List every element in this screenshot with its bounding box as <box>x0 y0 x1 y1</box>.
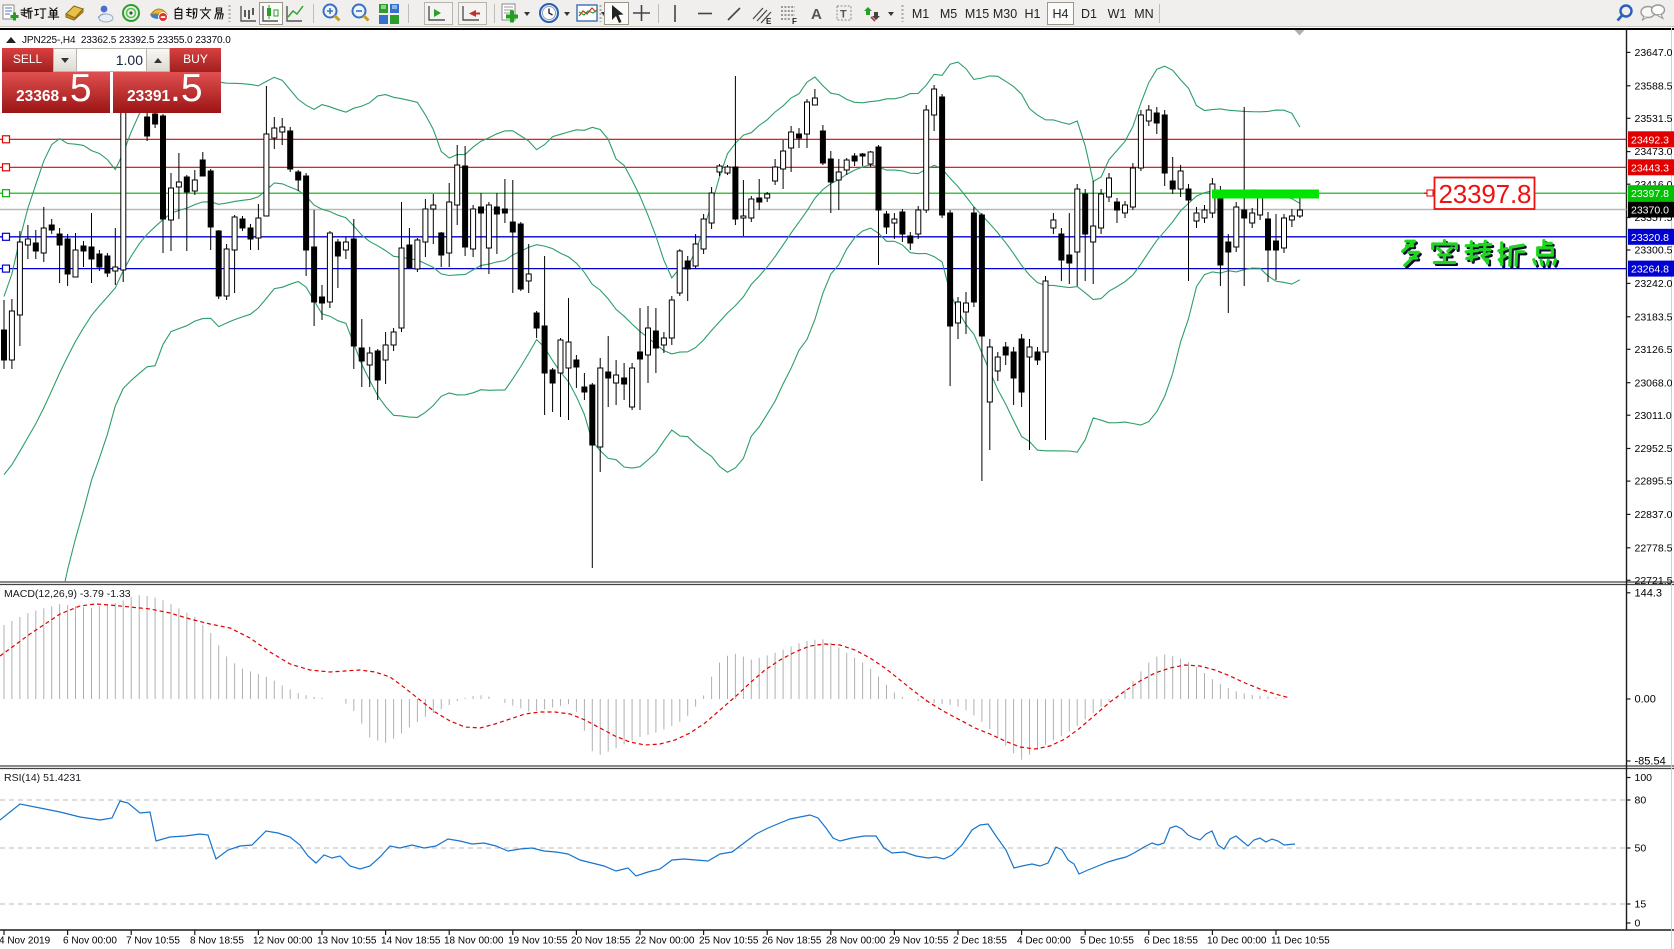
svg-text:5 Dec 10:55: 5 Dec 10:55 <box>1080 936 1134 947</box>
svg-text:4 Dec 00:00: 4 Dec 00:00 <box>1017 936 1071 947</box>
svg-text:29 Nov 10:55: 29 Nov 10:55 <box>889 936 949 947</box>
svg-text:23300.5: 23300.5 <box>1635 245 1673 257</box>
svg-text:6 Dec 18:55: 6 Dec 18:55 <box>1144 936 1198 947</box>
svg-text:23588.5: 23588.5 <box>1635 80 1673 92</box>
svg-text:18 Nov 00:00: 18 Nov 00:00 <box>444 936 504 947</box>
svg-text:23183.5: 23183.5 <box>1635 311 1673 323</box>
svg-text:2 Dec 18:55: 2 Dec 18:55 <box>953 936 1007 947</box>
svg-text:23647.0: 23647.0 <box>1635 47 1673 59</box>
svg-text:11 Dec 10:55: 11 Dec 10:55 <box>1271 936 1330 947</box>
svg-text:H1: H1 <box>1025 7 1041 21</box>
svg-text:13 Nov 10:55: 13 Nov 10:55 <box>317 936 377 947</box>
svg-text:23068.0: 23068.0 <box>1635 377 1673 389</box>
svg-text:T: T <box>840 9 847 21</box>
svg-text:23473.0: 23473.0 <box>1635 146 1673 158</box>
svg-text:0: 0 <box>1635 918 1641 930</box>
svg-text:23242.0: 23242.0 <box>1635 278 1673 290</box>
svg-text:MN: MN <box>1134 7 1153 21</box>
svg-text:23397.8: 23397.8 <box>1631 188 1669 200</box>
svg-text:12 Nov 00:00: 12 Nov 00:00 <box>253 936 313 947</box>
svg-text:20 Nov 18:55: 20 Nov 18:55 <box>571 936 631 947</box>
svg-text:15: 15 <box>1635 899 1647 911</box>
svg-text:100: 100 <box>1635 772 1653 784</box>
svg-text:22895.5: 22895.5 <box>1635 476 1673 488</box>
svg-text:M1: M1 <box>912 7 929 21</box>
svg-text:F: F <box>792 17 797 26</box>
svg-text:22721.5: 22721.5 <box>1635 575 1673 587</box>
svg-text:23492.3: 23492.3 <box>1631 134 1669 146</box>
svg-text:26 Nov 18:55: 26 Nov 18:55 <box>762 936 822 947</box>
svg-text:25 Nov 10:55: 25 Nov 10:55 <box>699 936 759 947</box>
svg-text:19 Nov 10:55: 19 Nov 10:55 <box>508 936 568 947</box>
svg-text:MACD(12,26,9) -3.79 -1.33: MACD(12,26,9) -3.79 -1.33 <box>4 588 131 600</box>
svg-text:50: 50 <box>1635 843 1647 855</box>
svg-text:23370.0: 23370.0 <box>1631 205 1669 217</box>
svg-text:0.00: 0.00 <box>1635 694 1656 706</box>
svg-text:23126.5: 23126.5 <box>1635 344 1673 356</box>
svg-text:D1: D1 <box>1081 7 1097 21</box>
svg-text:14 Nov 18:55: 14 Nov 18:55 <box>381 936 441 947</box>
svg-text:A: A <box>811 6 822 23</box>
svg-text:22837.0: 22837.0 <box>1635 509 1673 521</box>
svg-text:28 Nov 00:00: 28 Nov 00:00 <box>826 936 886 947</box>
svg-text:RSI(14) 51.4231: RSI(14) 51.4231 <box>4 772 81 784</box>
svg-text:23531.5: 23531.5 <box>1635 113 1673 125</box>
svg-text:22 Nov 00:00: 22 Nov 00:00 <box>635 936 695 947</box>
svg-text:8 Nov 18:55: 8 Nov 18:55 <box>190 936 244 947</box>
svg-text:E: E <box>766 17 772 26</box>
svg-text:7 Nov 10:55: 7 Nov 10:55 <box>126 936 180 947</box>
svg-text:W1: W1 <box>1108 7 1127 21</box>
svg-text:23264.8: 23264.8 <box>1631 264 1669 276</box>
svg-text:23443.3: 23443.3 <box>1631 162 1669 174</box>
svg-text:80: 80 <box>1635 795 1647 807</box>
svg-text:H4: H4 <box>1053 7 1069 21</box>
svg-text:M15: M15 <box>965 7 989 21</box>
svg-text:23320.8: 23320.8 <box>1631 232 1669 244</box>
svg-text:144.3: 144.3 <box>1635 587 1663 599</box>
svg-text:6 Nov 00:00: 6 Nov 00:00 <box>63 936 117 947</box>
svg-text:23397.8: 23397.8 <box>1439 179 1532 209</box>
svg-text:4 Nov 2019: 4 Nov 2019 <box>0 936 51 947</box>
svg-text:22778.5: 22778.5 <box>1635 542 1673 554</box>
svg-text:23011.0: 23011.0 <box>1635 410 1672 422</box>
svg-text:M5: M5 <box>940 7 957 21</box>
svg-text:10 Dec 00:00: 10 Dec 00:00 <box>1207 936 1267 947</box>
svg-text:-85.54: -85.54 <box>1635 756 1666 768</box>
svg-text:M30: M30 <box>993 7 1017 21</box>
svg-text:22952.5: 22952.5 <box>1635 443 1673 455</box>
